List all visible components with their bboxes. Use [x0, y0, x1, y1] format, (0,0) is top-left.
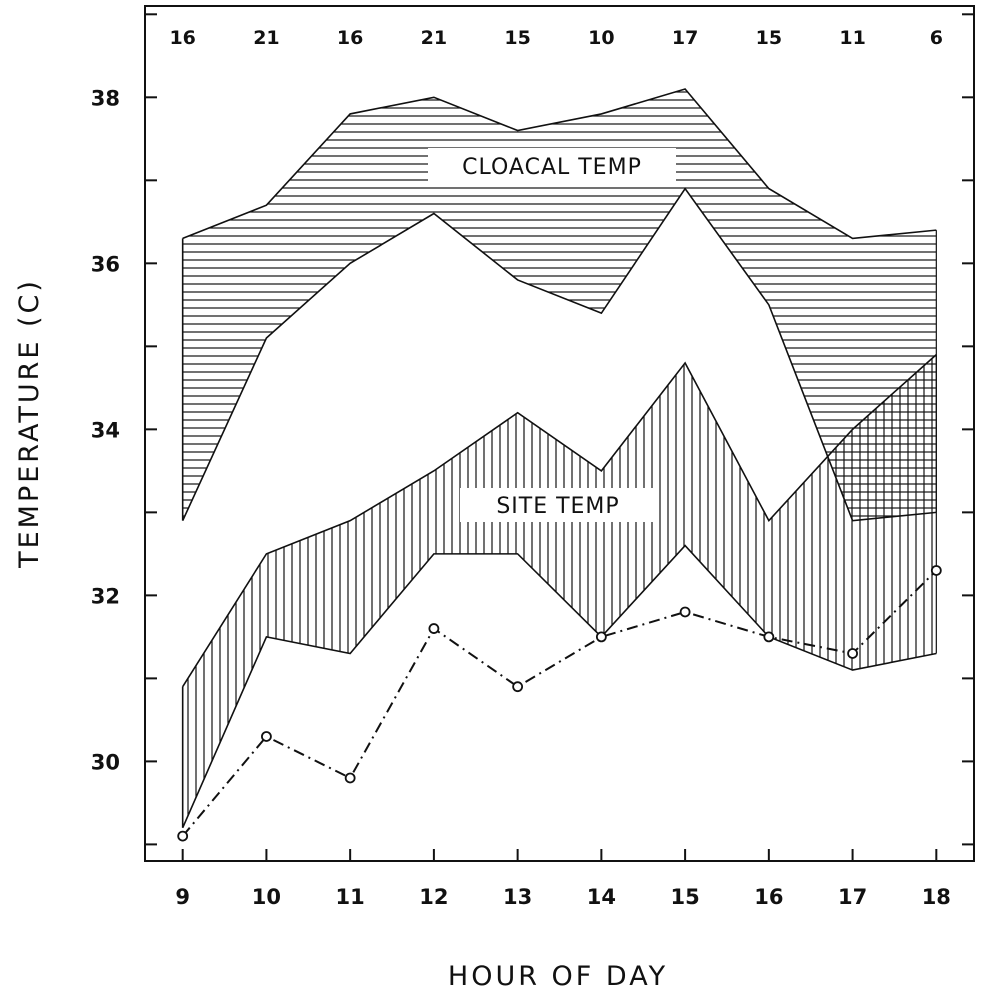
x-tick-label: 12	[419, 885, 448, 909]
ticks-layer	[145, 13, 974, 861]
y-tick-label: 38	[91, 86, 120, 110]
band-upper-line-1	[182, 354, 937, 688]
data-point	[428, 623, 440, 634]
y-tick-label: 34	[91, 418, 120, 442]
x-tick-label: 15	[670, 885, 699, 909]
x-tick-label: 18	[922, 885, 951, 909]
data-point	[512, 681, 524, 693]
x-tick-label: 11	[336, 885, 365, 909]
sample-size-label: 15	[504, 27, 530, 49]
x-tick-label: 9	[175, 885, 190, 909]
x-axis-title: HOUR OF DAY	[448, 961, 668, 992]
band-lower-line-0	[181, 187, 937, 522]
data-point	[679, 606, 691, 618]
sample-size-label: 15	[756, 27, 782, 49]
data-point	[763, 631, 775, 643]
sample-size-label: 21	[253, 27, 279, 49]
band-upper-line-0	[182, 88, 937, 240]
data-point	[930, 565, 942, 576]
data-point	[177, 830, 189, 842]
site-label-box: SITE TEMP	[460, 488, 656, 522]
lines-layer	[181, 88, 938, 837]
bands-layer	[182, 89, 937, 828]
cloacal-label-box: CLOACAL TEMP	[428, 148, 676, 182]
sample-size-label: 16	[169, 27, 195, 49]
data-point	[847, 648, 858, 659]
sample-size-layer: 16 21 16 21 15 10 17 15 11 6	[169, 27, 942, 49]
plot-frame	[144, 5, 975, 862]
sample-size-label: 10	[588, 27, 614, 49]
x-tick-label: 16	[754, 885, 783, 909]
site-temp-label: SITE TEMP	[496, 494, 619, 519]
y-tick-label: 30	[91, 750, 120, 774]
band-fill-1	[182, 354, 937, 828]
sample-size-label: 16	[337, 27, 363, 49]
x-tick-label: 13	[503, 885, 532, 909]
y-tick-label: 32	[91, 584, 120, 608]
data-point	[595, 631, 607, 643]
cloacal-temp-label: CLOACAL TEMP	[462, 155, 642, 180]
x-tick-label: 14	[587, 885, 616, 909]
y-axis-title: TEMPERATURE (C)	[14, 278, 45, 569]
x-tick-label: 17	[838, 885, 867, 909]
sample-size-label: 17	[672, 27, 698, 49]
site-dash-dot-line	[181, 569, 938, 837]
data-point	[261, 731, 272, 742]
sample-size-label: 6	[930, 27, 943, 49]
band-fill-0	[182, 89, 937, 521]
x-tick-label: 10	[252, 885, 281, 909]
sample-size-label: 21	[421, 27, 447, 49]
sample-size-label: 11	[839, 27, 865, 49]
y-tick-label: 36	[91, 252, 120, 276]
band-lower-line-1	[181, 544, 937, 829]
points-layer	[177, 565, 942, 842]
tick-labels-layer: 30 32 34 36 38 9 10 11 12 13 14 15 16 17 18	[91, 86, 951, 909]
data-point	[344, 772, 356, 784]
